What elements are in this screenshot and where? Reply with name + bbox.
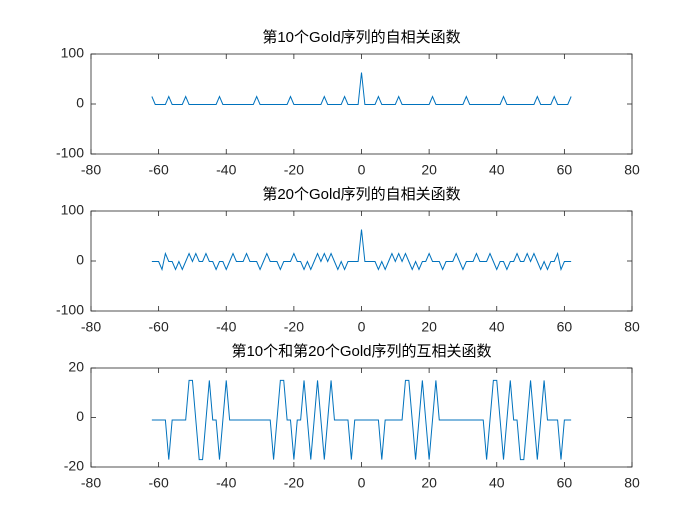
x-tick-label: 60 xyxy=(557,319,573,335)
x-tick-label: 80 xyxy=(624,475,640,491)
y-tick-label: 0 xyxy=(76,95,84,111)
x-tick-label: -40 xyxy=(216,162,236,178)
x-tick-label: -80 xyxy=(81,475,101,491)
x-tick-label: 20 xyxy=(421,319,437,335)
x-tick-label: 0 xyxy=(358,162,366,178)
y-tick-label: 20 xyxy=(68,359,84,375)
chart-title: 第10个Gold序列的自相关函数 xyxy=(262,28,460,46)
y-tick-label: -20 xyxy=(64,458,84,474)
data-line xyxy=(151,229,572,272)
x-tick-label: -60 xyxy=(149,319,169,335)
x-tick-label: -20 xyxy=(284,162,304,178)
x-tick-label: -60 xyxy=(149,162,169,178)
x-tick-label: -20 xyxy=(284,319,304,335)
x-tick-label: -60 xyxy=(149,475,169,491)
x-tick-label: 20 xyxy=(421,475,437,491)
y-tick-label: 100 xyxy=(61,45,85,61)
x-tick-label: 80 xyxy=(624,319,640,335)
chart-title: 第20个Gold序列的自相关函数 xyxy=(262,185,460,203)
x-tick-label: 0 xyxy=(358,319,366,335)
x-tick-label: -20 xyxy=(284,475,304,491)
x-tick-label: -80 xyxy=(81,319,101,335)
y-tick-label: 0 xyxy=(76,252,84,268)
x-tick-label: 40 xyxy=(489,162,505,178)
y-tick-label: 0 xyxy=(76,408,84,424)
x-tick-label: 20 xyxy=(421,162,437,178)
y-tick-label: -100 xyxy=(56,145,84,161)
chart-title: 第10个和第20个Gold序列的互相关函数 xyxy=(231,342,491,360)
data-line xyxy=(151,72,572,105)
axes-box xyxy=(90,367,633,468)
x-tick-label: 80 xyxy=(624,162,640,178)
data-line xyxy=(151,379,572,461)
x-tick-label: -40 xyxy=(216,475,236,491)
y-tick-label: -100 xyxy=(56,302,84,318)
axes-box xyxy=(90,210,633,312)
y-tick-label: 100 xyxy=(61,202,85,218)
x-tick-label: -80 xyxy=(81,162,101,178)
x-tick-label: 40 xyxy=(489,475,505,491)
x-tick-label: -40 xyxy=(216,319,236,335)
x-tick-label: 0 xyxy=(358,475,366,491)
x-tick-label: 60 xyxy=(557,475,573,491)
x-tick-label: 40 xyxy=(489,319,505,335)
x-tick-label: 60 xyxy=(557,162,573,178)
